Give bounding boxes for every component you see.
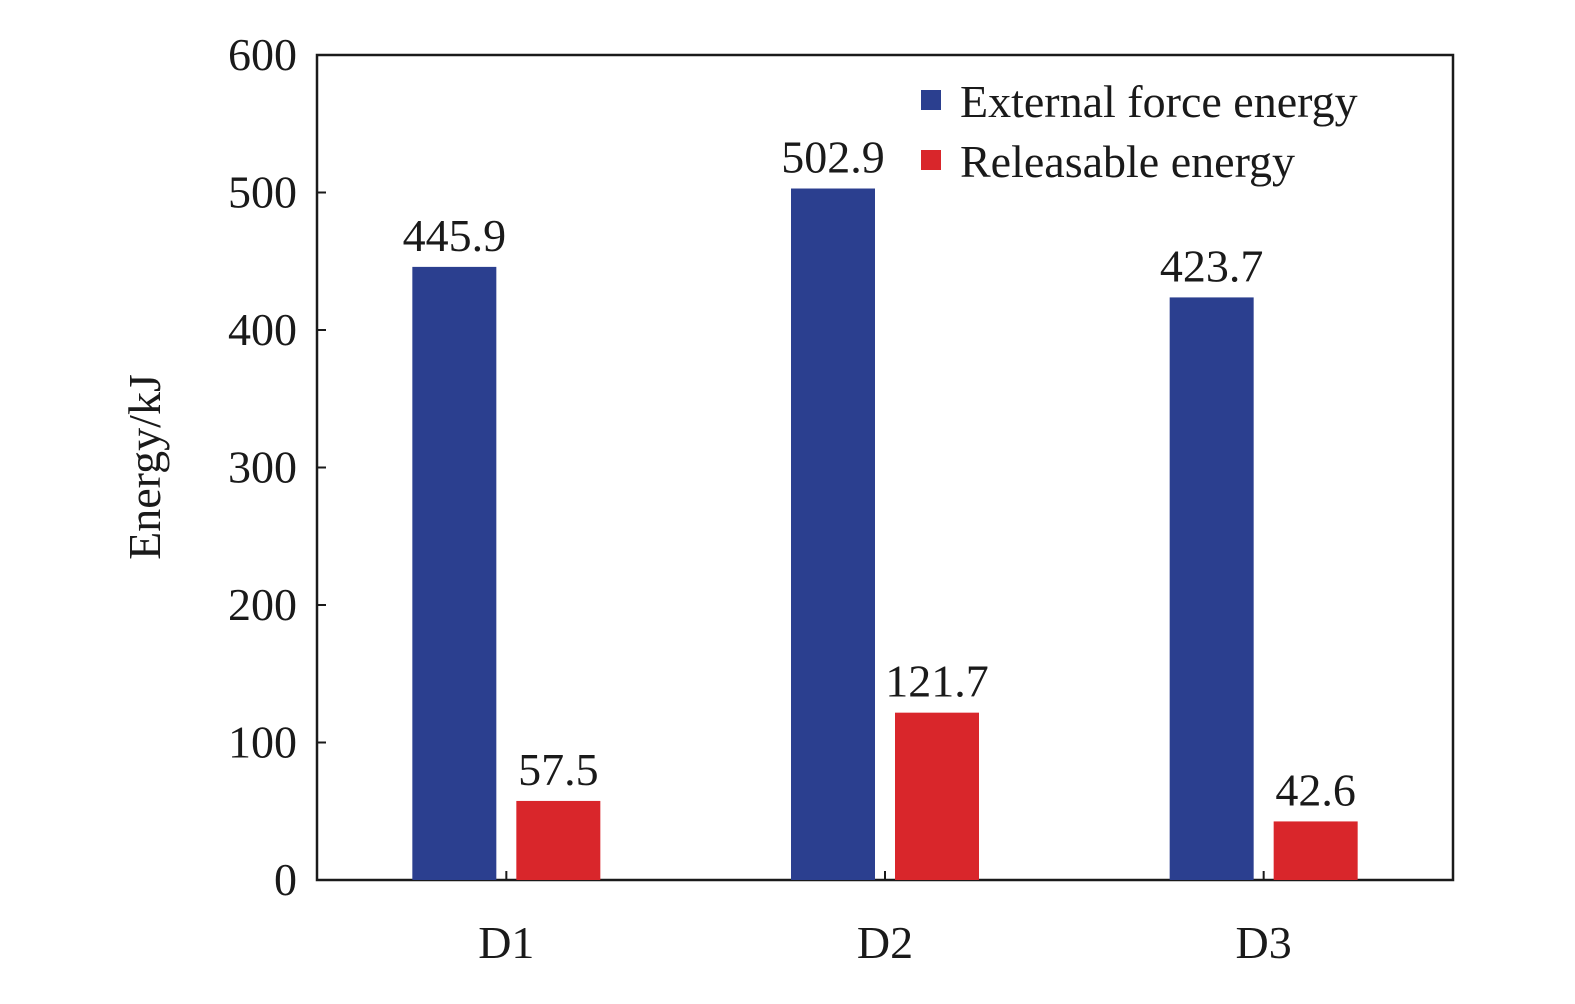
bars bbox=[412, 188, 1358, 881]
data-label: 502.9 bbox=[781, 132, 885, 183]
legend-swatch bbox=[921, 150, 941, 170]
legend-label: Releasable energy bbox=[960, 136, 1295, 187]
data-label: 423.7 bbox=[1160, 240, 1264, 291]
y-axis-title: Energy/kJ bbox=[119, 374, 170, 560]
bar-releasable-d3 bbox=[1273, 821, 1358, 880]
bar-external-force-d2 bbox=[791, 188, 875, 880]
data-label: 121.7 bbox=[885, 656, 989, 707]
bar-releasable-d2 bbox=[895, 712, 979, 880]
y-tick-label: 0 bbox=[274, 854, 297, 905]
data-label: 445.9 bbox=[403, 210, 507, 261]
legend-swatch bbox=[921, 90, 941, 110]
y-tick-label: 200 bbox=[228, 579, 297, 630]
y-tick-label: 100 bbox=[228, 717, 297, 768]
y-axis: 0 100 200 300 400 500 600 bbox=[228, 29, 326, 905]
y-tick-label: 400 bbox=[228, 304, 297, 355]
x-tick-label: D3 bbox=[1236, 917, 1292, 968]
y-tick-label: 300 bbox=[228, 442, 297, 493]
x-axis: D1 D2 D3 bbox=[478, 871, 1292, 968]
data-label: 42.6 bbox=[1275, 764, 1356, 815]
x-tick-label: D1 bbox=[478, 917, 534, 968]
x-tick-label: D2 bbox=[857, 917, 913, 968]
y-tick-label: 500 bbox=[228, 167, 297, 218]
bar-external-force-d3 bbox=[1169, 297, 1254, 881]
data-labels: 445.9 57.5 502.9 121.7 423.7 42.6 bbox=[403, 132, 1356, 816]
bar-external-force-d1 bbox=[412, 266, 497, 880]
data-label: 57.5 bbox=[518, 744, 599, 795]
bar-releasable-d1 bbox=[516, 800, 601, 880]
y-tick-label: 600 bbox=[228, 29, 297, 80]
legend-label: External force energy bbox=[960, 76, 1358, 127]
legend: External force energy Releasable energy bbox=[921, 76, 1358, 187]
